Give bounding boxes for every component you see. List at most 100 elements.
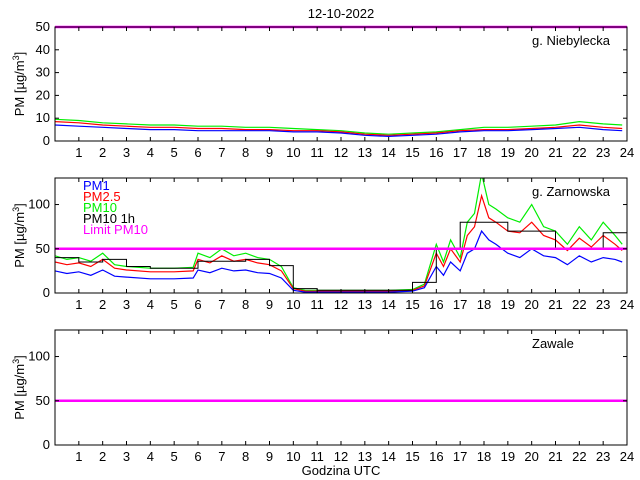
x-tick-label: 17 bbox=[453, 297, 467, 312]
x-tick-label: 12 bbox=[334, 449, 348, 464]
x-tick-label: 11 bbox=[310, 145, 324, 160]
y-tick-label: 50 bbox=[36, 393, 50, 408]
x-tick-label: 19 bbox=[501, 449, 515, 464]
x-tick-label: 17 bbox=[453, 145, 467, 160]
x-tick-label: 23 bbox=[596, 449, 610, 464]
station-name: g. Niebylecka bbox=[532, 33, 611, 48]
x-tick-label: 14 bbox=[381, 449, 395, 464]
x-tick-label: 8 bbox=[242, 145, 249, 160]
x-tick-label: 24 bbox=[620, 145, 634, 160]
y-tick-label: 20 bbox=[36, 87, 50, 102]
x-tick-label: 12 bbox=[334, 145, 348, 160]
x-tick-label: 6 bbox=[194, 145, 201, 160]
x-tick-label: 8 bbox=[242, 297, 249, 312]
legend-entry-pm1: PM1 bbox=[83, 178, 110, 193]
x-tick-label: 24 bbox=[620, 297, 634, 312]
x-tick-label: 14 bbox=[381, 297, 395, 312]
x-tick-label: 19 bbox=[501, 145, 515, 160]
x-tick-label: 10 bbox=[286, 297, 300, 312]
y-axis-label: PM [µg/m3] bbox=[11, 52, 27, 117]
y-tick-label: 0 bbox=[43, 437, 50, 452]
x-tick-label: 5 bbox=[171, 145, 178, 160]
series-pm1-line bbox=[55, 229, 623, 293]
x-tick-label: 10 bbox=[286, 449, 300, 464]
x-tick-label: 4 bbox=[147, 449, 154, 464]
legend-entry-pm25: PM2.5 bbox=[83, 189, 121, 204]
y-tick-label: 100 bbox=[28, 349, 50, 364]
x-tick-label: 20 bbox=[524, 297, 538, 312]
x-tick-label: 24 bbox=[620, 449, 634, 464]
x-tick-label: 22 bbox=[572, 449, 586, 464]
x-tick-label: 21 bbox=[548, 449, 562, 464]
y-tick-label: 0 bbox=[43, 285, 50, 300]
x-tick-label: 21 bbox=[548, 145, 562, 160]
x-tick-label: 16 bbox=[429, 297, 443, 312]
x-tick-label: 20 bbox=[524, 449, 538, 464]
x-tick-label: 2 bbox=[99, 145, 106, 160]
x-tick-label: 9 bbox=[266, 449, 273, 464]
x-tick-label: 13 bbox=[358, 297, 372, 312]
x-tick-label: 7 bbox=[218, 145, 225, 160]
x-axis-label: Godzina UTC bbox=[302, 463, 381, 478]
x-tick-label: 13 bbox=[358, 145, 372, 160]
x-tick-label: 3 bbox=[123, 145, 130, 160]
x-tick-label: 5 bbox=[171, 449, 178, 464]
x-tick-label: 16 bbox=[429, 449, 443, 464]
x-tick-label: 4 bbox=[147, 145, 154, 160]
chart-panels: 1 2 3 4 5 6 7 8 9 10 11 12 13 14 15 16 17 18 19 20 21 22 23 240… bbox=[11, 19, 634, 464]
x-tick-label: 15 bbox=[405, 449, 419, 464]
x-tick-label: 3 bbox=[123, 449, 130, 464]
panel-3: 1 2 3 4 5 6 7 8 9 10 11 12 13 14 15 16 17 18 19 20 21 22 23 240… bbox=[11, 329, 634, 464]
x-tick-label: 23 bbox=[596, 297, 610, 312]
x-tick-label: 4 bbox=[147, 297, 154, 312]
y-tick-label: 0 bbox=[43, 133, 50, 148]
x-tick-label: 1 bbox=[75, 145, 82, 160]
x-tick-label: 22 bbox=[572, 297, 586, 312]
x-tick-label: 1 bbox=[75, 297, 82, 312]
y-tick-label: 50 bbox=[36, 19, 50, 34]
x-tick-label: 13 bbox=[358, 449, 372, 464]
x-tick-label: 7 bbox=[218, 297, 225, 312]
x-tick-label: 15 bbox=[405, 145, 419, 160]
x-tick-label: 9 bbox=[266, 297, 273, 312]
x-tick-label: 6 bbox=[194, 297, 201, 312]
x-tick-label: 11 bbox=[310, 297, 324, 312]
legend-entry-limit: Limit PM10 bbox=[83, 222, 148, 237]
x-tick-label: 6 bbox=[194, 449, 201, 464]
y-tick-label: 40 bbox=[36, 42, 50, 57]
x-tick-label: 19 bbox=[501, 297, 515, 312]
x-tick-label: 9 bbox=[266, 145, 273, 160]
page-title: 12-10-2022 bbox=[308, 6, 375, 21]
x-tick-label: 18 bbox=[477, 145, 491, 160]
x-tick-label: 5 bbox=[171, 297, 178, 312]
x-tick-label: 23 bbox=[596, 145, 610, 160]
x-tick-label: 1 bbox=[75, 449, 82, 464]
x-tick-label: 17 bbox=[453, 449, 467, 464]
y-tick-label: 50 bbox=[36, 241, 50, 256]
x-tick-label: 12 bbox=[334, 297, 348, 312]
legend-entry-pm10_1h: PM10 1h bbox=[83, 211, 135, 226]
x-tick-label: 18 bbox=[477, 449, 491, 464]
series-pm25-line bbox=[55, 193, 623, 292]
series-group bbox=[55, 118, 623, 138]
x-tick-label: 18 bbox=[477, 297, 491, 312]
x-tick-label: 2 bbox=[99, 449, 106, 464]
series-pm1-line bbox=[55, 124, 623, 138]
x-tick-label: 22 bbox=[572, 145, 586, 160]
x-tick-label: 8 bbox=[242, 449, 249, 464]
legend-entry-pm10: PM10 bbox=[83, 200, 117, 215]
y-tick-label: 100 bbox=[28, 197, 50, 212]
x-tick-label: 21 bbox=[548, 297, 562, 312]
station-name: g. Zarnowska bbox=[532, 184, 611, 199]
series-pm10-line bbox=[55, 118, 623, 135]
panel-1: 1 2 3 4 5 6 7 8 9 10 11 12 13 14 15 16 17 18 19 20 21 22 23 240… bbox=[11, 19, 634, 160]
x-tick-label: 10 bbox=[286, 145, 300, 160]
y-tick-label: 10 bbox=[36, 110, 50, 125]
series-pm25-line bbox=[55, 121, 623, 136]
x-tick-label: 3 bbox=[123, 297, 130, 312]
x-tick-label: 20 bbox=[524, 145, 538, 160]
x-tick-label: 11 bbox=[310, 449, 324, 464]
x-tick-label: 7 bbox=[218, 449, 225, 464]
y-tick-label: 30 bbox=[36, 65, 50, 80]
